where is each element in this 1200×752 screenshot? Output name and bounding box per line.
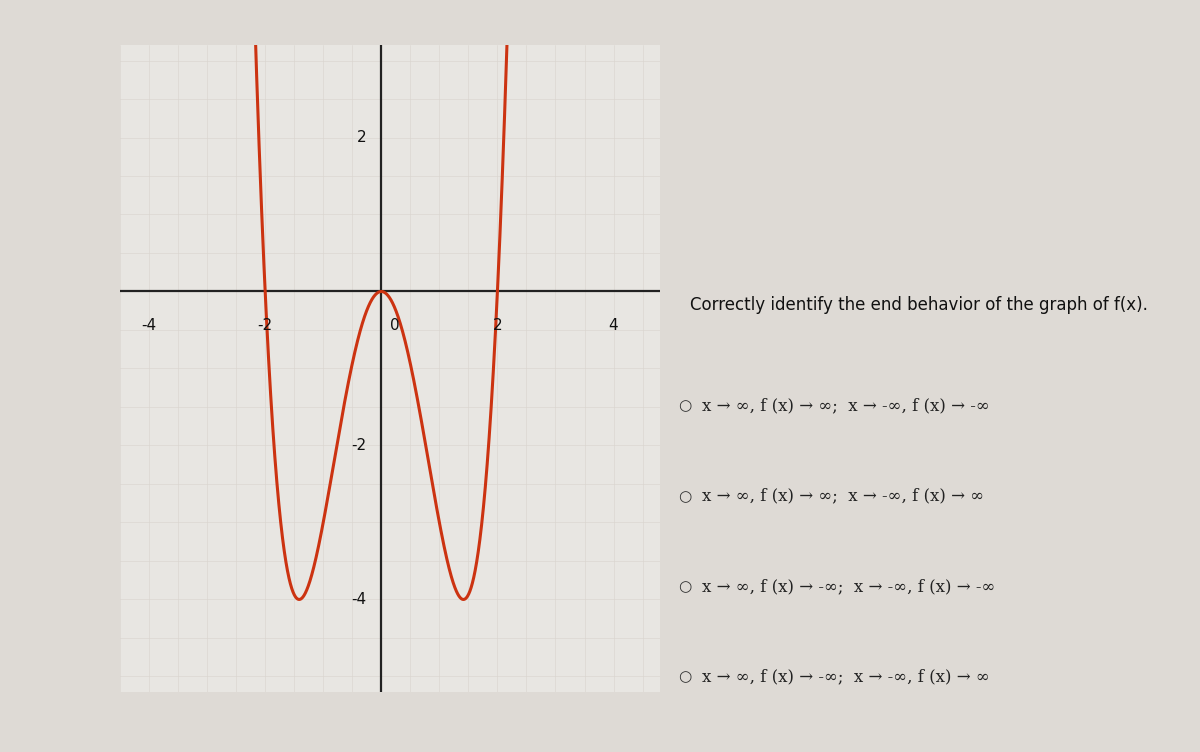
Text: -4: -4 [352, 592, 367, 607]
Text: x → ∞, f (x) → -∞;  x → -∞, f (x) → -∞: x → ∞, f (x) → -∞; x → -∞, f (x) → -∞ [702, 578, 995, 595]
Text: ○: ○ [678, 579, 691, 594]
Text: x → ∞, f (x) → ∞;  x → -∞, f (x) → ∞: x → ∞, f (x) → ∞; x → -∞, f (x) → ∞ [702, 488, 984, 505]
Text: ○: ○ [678, 489, 691, 504]
Text: 2: 2 [358, 130, 367, 145]
Text: Correctly identify the end behavior of the graph of f(x).: Correctly identify the end behavior of t… [690, 296, 1148, 314]
Text: x → ∞, f (x) → -∞;  x → -∞, f (x) → ∞: x → ∞, f (x) → -∞; x → -∞, f (x) → ∞ [702, 669, 990, 685]
Text: 4: 4 [608, 318, 618, 333]
Text: 0: 0 [390, 318, 400, 333]
Text: -2: -2 [352, 438, 367, 453]
Text: x → ∞, f (x) → ∞;  x → -∞, f (x) → -∞: x → ∞, f (x) → ∞; x → -∞, f (x) → -∞ [702, 398, 990, 414]
Text: 2: 2 [493, 318, 503, 333]
Text: ○: ○ [678, 399, 691, 414]
Text: -4: -4 [142, 318, 156, 333]
Text: -2: -2 [258, 318, 272, 333]
Text: ○: ○ [678, 669, 691, 684]
